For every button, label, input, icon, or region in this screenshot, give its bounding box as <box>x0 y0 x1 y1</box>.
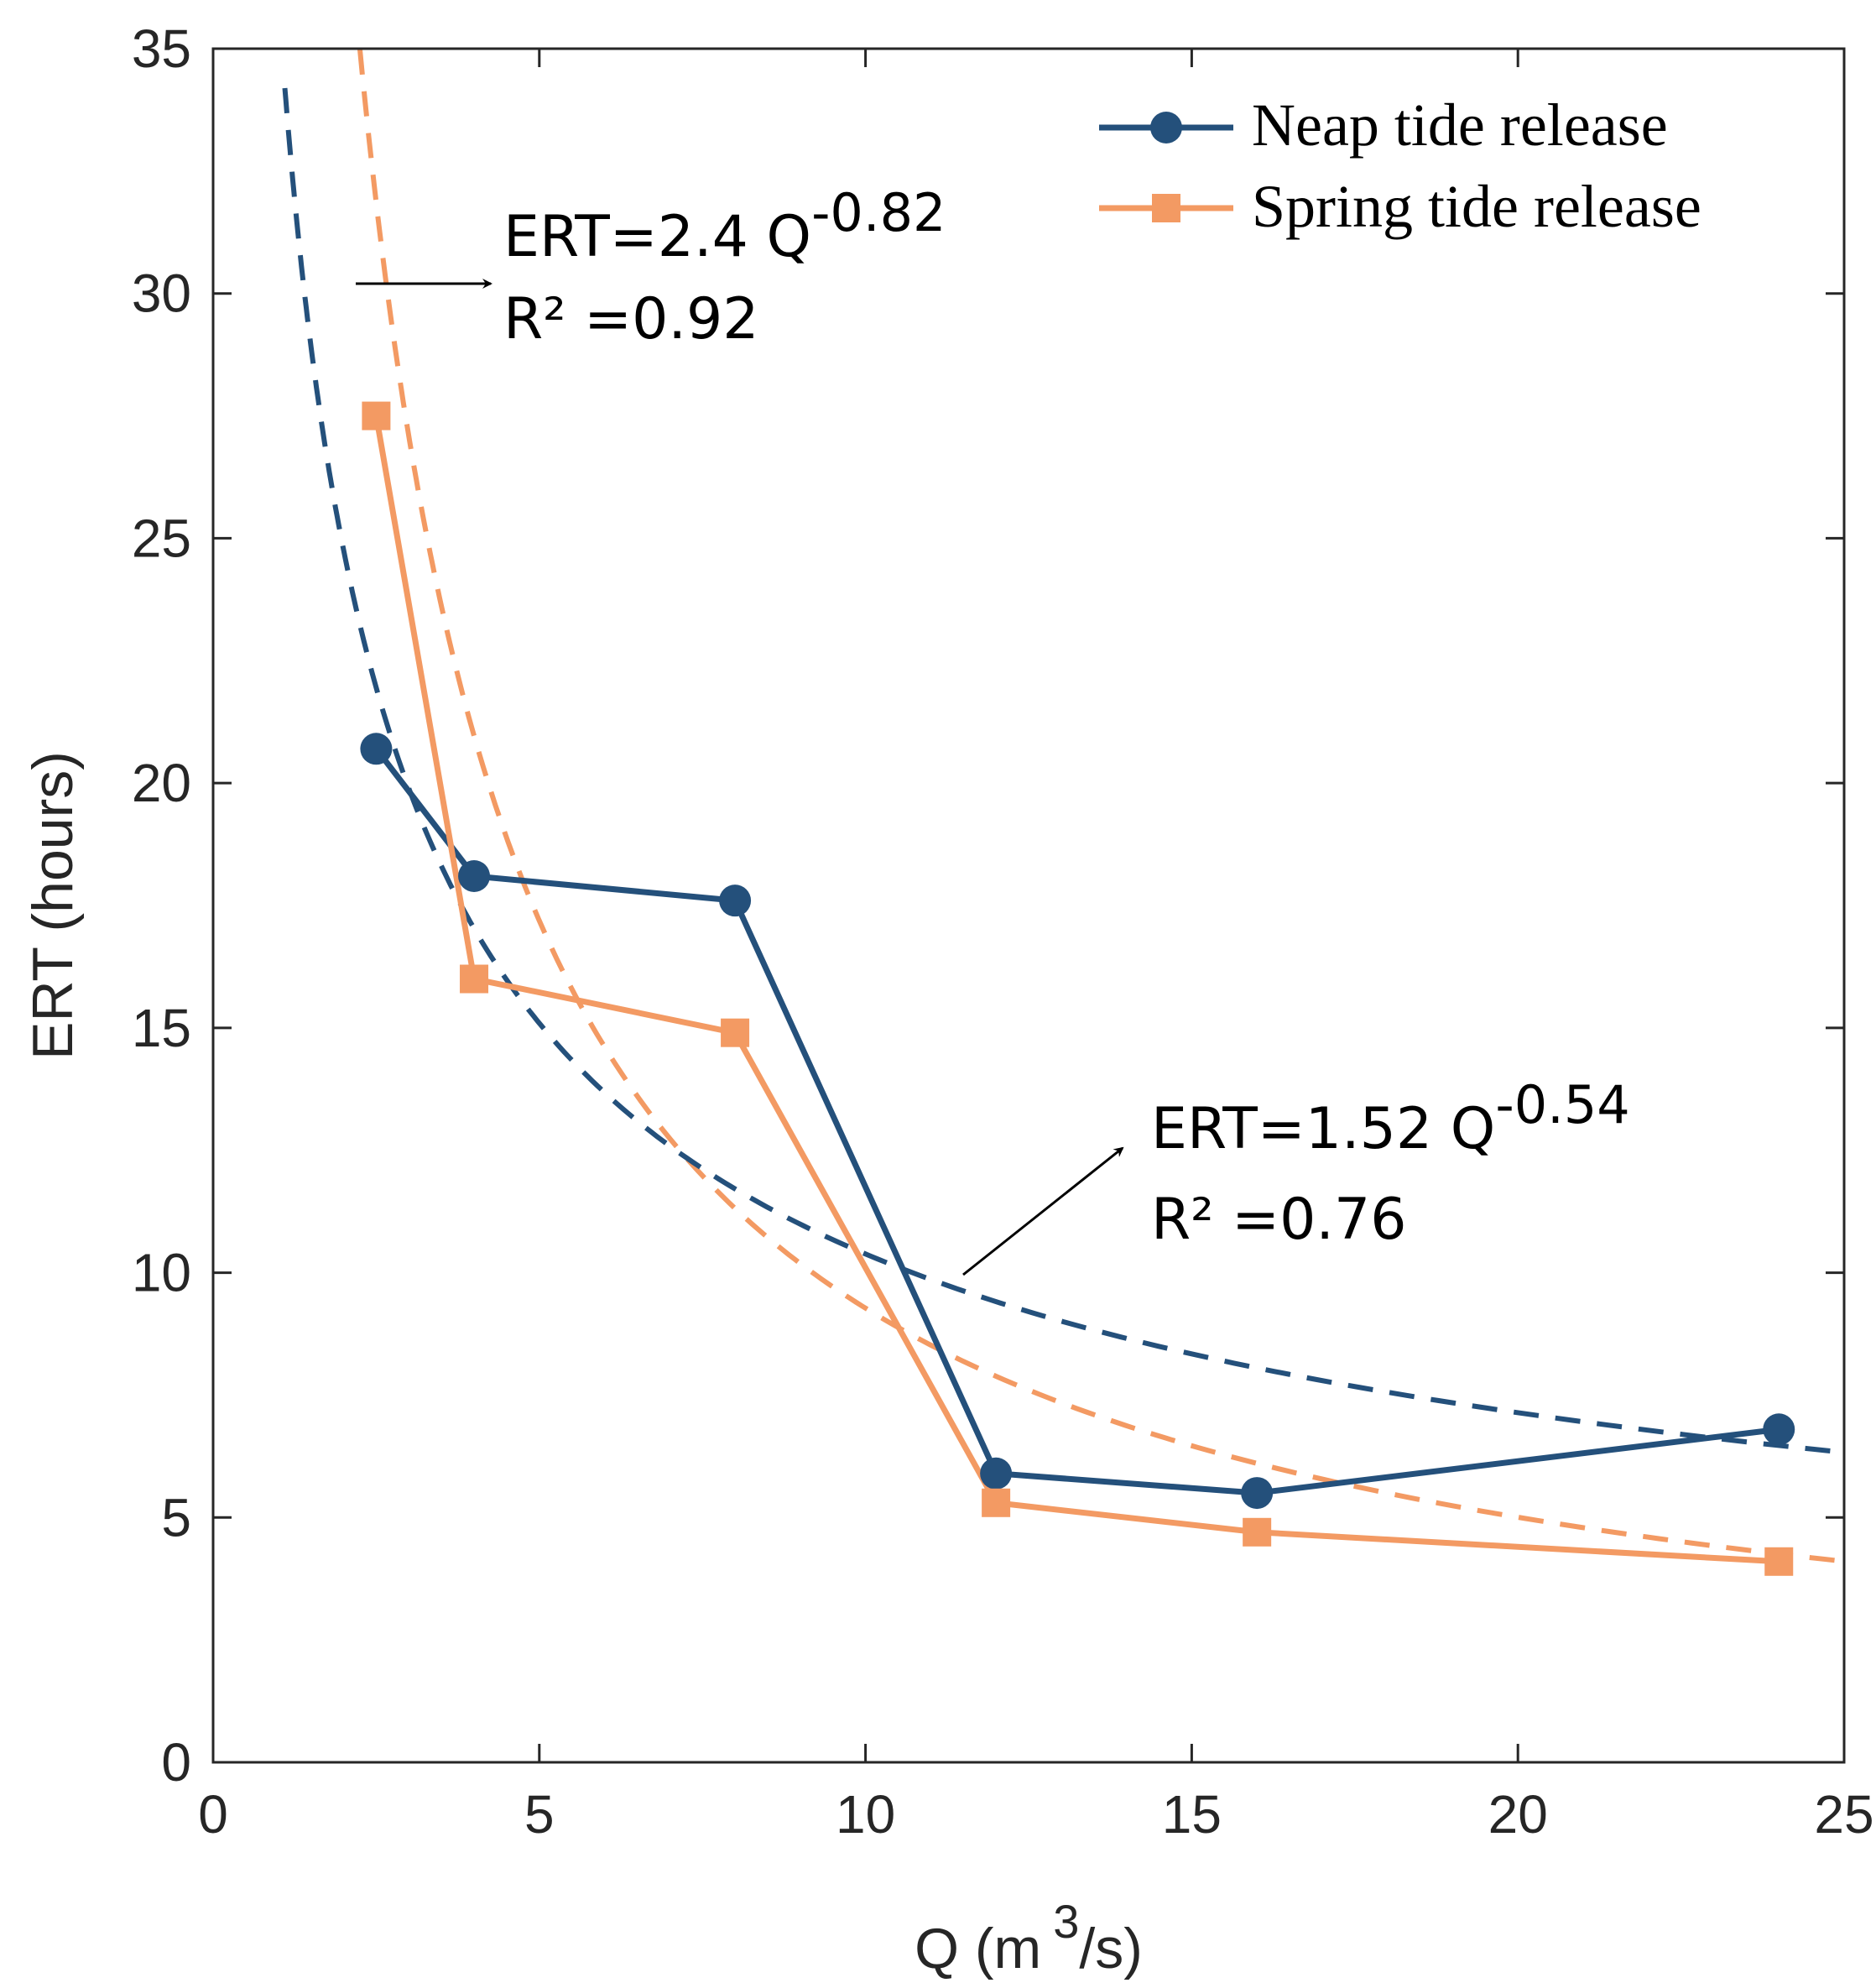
fit-equation: ERT=2.4 Q-0.82 <box>503 182 946 270</box>
data-point <box>460 964 489 994</box>
data-point <box>458 859 491 892</box>
legend-label-spring: Spring tide release <box>1252 173 1701 240</box>
x-tick-label: 5 <box>524 1784 555 1845</box>
data-point <box>982 1488 1011 1517</box>
data-point <box>1764 1547 1794 1576</box>
y-tick-label: 10 <box>132 1243 191 1303</box>
fit-curve <box>357 49 1844 1564</box>
y-tick-label: 35 <box>132 18 191 79</box>
data-point <box>980 1457 1013 1490</box>
fit-equation: ERT=1.52 Q-0.54 <box>1151 1074 1630 1162</box>
annotation-arrow <box>962 1146 1124 1276</box>
data-point <box>721 1018 750 1047</box>
data-series <box>360 401 1795 1576</box>
data-point <box>1241 1477 1274 1510</box>
y-tick-labels: 0 5 10 15 20 25 30 35 <box>132 18 191 1793</box>
series-line <box>373 747 1780 1496</box>
y-tick-label: 30 <box>132 264 191 324</box>
data-point <box>1763 1413 1795 1446</box>
annotation-spring-fit: ERT=2.4 Q-0.82 R² =0.92 <box>356 182 946 352</box>
y-tick-label: 0 <box>161 1732 191 1793</box>
y-tick-label: 5 <box>161 1487 191 1547</box>
legend-marker-neap <box>1150 112 1182 144</box>
data-point <box>360 733 393 765</box>
legend-marker-spring <box>1152 194 1180 222</box>
x-tick-label: 20 <box>1488 1784 1548 1845</box>
series-line <box>373 415 1780 1565</box>
y-tick-label: 20 <box>132 753 191 813</box>
fit-curves <box>282 49 1844 1564</box>
x-tick-labels: 0 5 10 15 20 25 <box>198 1784 1873 1845</box>
fit-r2: R² =0.92 <box>503 286 759 352</box>
legend-label-neap: Neap tide release <box>1252 91 1668 159</box>
x-tick-label: 15 <box>1162 1784 1222 1845</box>
y-tick-label: 25 <box>132 508 191 568</box>
data-point <box>362 401 391 431</box>
x-axis-title: Q (m 3/s) <box>915 1895 1143 1980</box>
y-tick-label: 15 <box>132 998 191 1058</box>
data-point <box>1243 1517 1272 1547</box>
x-tick-label: 10 <box>836 1784 895 1845</box>
x-tick-label: 0 <box>198 1784 228 1845</box>
plot-frame <box>211 47 1846 1764</box>
data-point <box>719 885 752 917</box>
y-axis-title: ERT (hours) <box>21 751 85 1060</box>
legend: Neap tide release Spring tide release <box>1099 91 1701 240</box>
fit-r2: R² =0.76 <box>1151 1187 1407 1253</box>
annotation-neap-fit: ERT=1.52 Q-0.54 R² =0.76 <box>962 1074 1630 1276</box>
x-tick-label: 25 <box>1814 1784 1873 1845</box>
fit-curve <box>282 87 1844 1455</box>
